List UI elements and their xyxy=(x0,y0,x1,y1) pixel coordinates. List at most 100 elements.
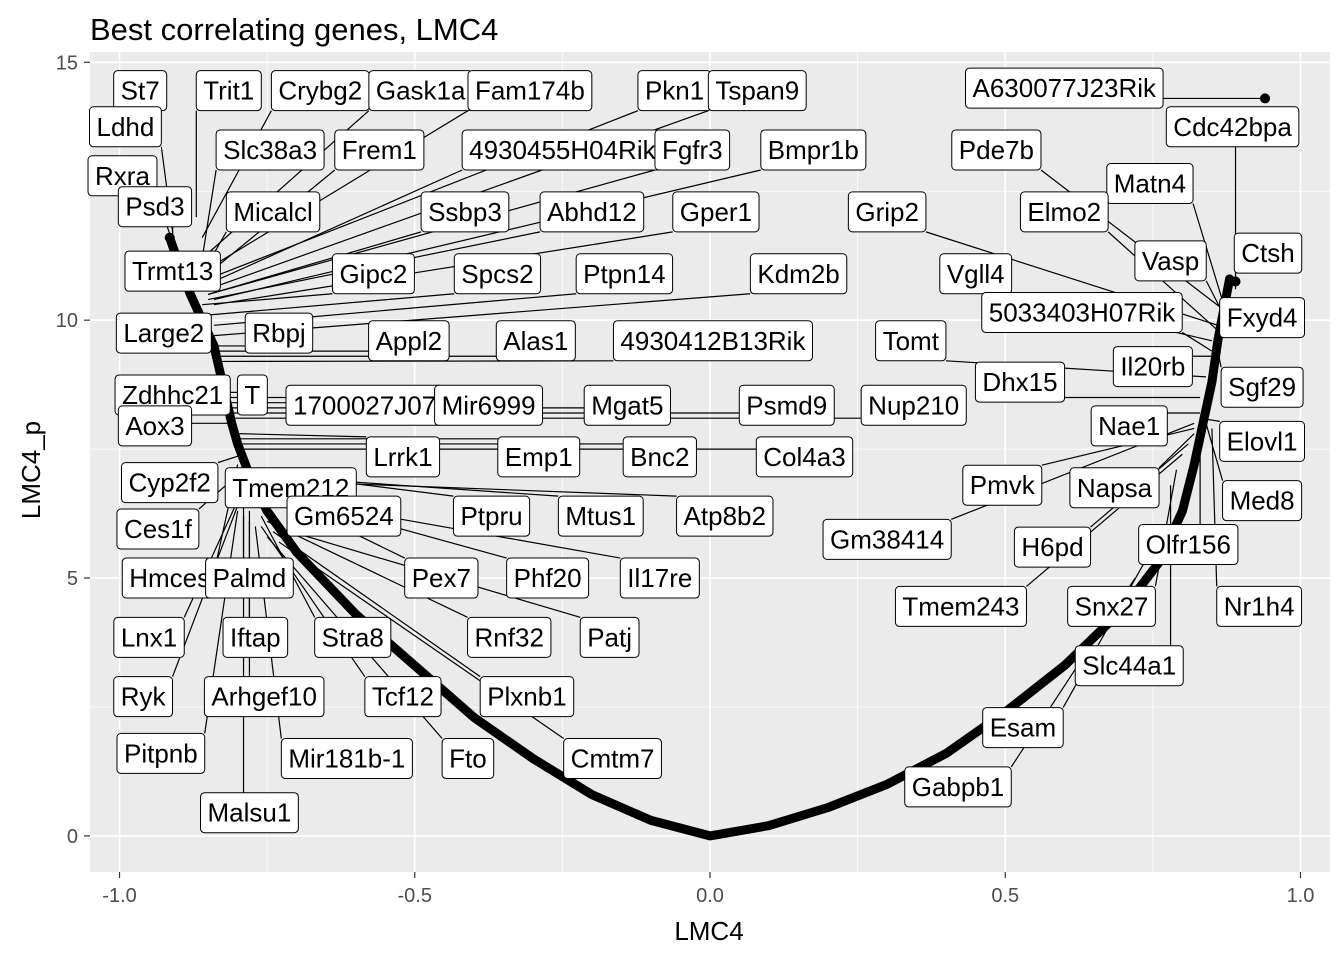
gene-label: Slc38a3 xyxy=(215,129,325,171)
gene-label-box xyxy=(749,253,848,295)
gene-label: Ces1f xyxy=(116,508,200,550)
gene-label-text: 5033403H07Rik xyxy=(989,297,1176,327)
gene-labels: St7 Trit1 Crybg2 Gask1a Fam174b Pkn1 Tspan9 Ldh… xyxy=(87,67,1306,834)
gene-label-text: Gask1a xyxy=(376,76,466,106)
gene-label-text: Patj xyxy=(587,622,632,652)
gene-label-text: Vgll4 xyxy=(947,259,1005,289)
gene-label-text: Matn4 xyxy=(1114,169,1186,199)
y-tick-label: 0 xyxy=(67,826,78,848)
gene-label: H6pd xyxy=(1013,526,1092,568)
gene-label-box xyxy=(563,738,662,780)
gene-label-box xyxy=(707,70,807,112)
gene-label-text: Cmtm7 xyxy=(571,744,655,774)
gene-label: Pitpnb xyxy=(116,732,206,774)
gene-label: Zdhhc21 xyxy=(114,374,231,416)
gene-label-text: Zdhhc21 xyxy=(122,380,223,410)
gene-label-text: 4930412B13Rik xyxy=(620,326,806,356)
gene-label-box xyxy=(1220,366,1304,408)
gene-label: Col4a3 xyxy=(755,436,854,478)
gene-label-text: T xyxy=(244,380,260,410)
label-connector xyxy=(237,433,367,438)
gene-label-box xyxy=(1134,240,1207,282)
gene-label-box xyxy=(860,384,967,426)
gene-label: Trmt13 xyxy=(124,250,221,292)
gene-label-text: Nup210 xyxy=(868,390,959,420)
gene-label: Gper1 xyxy=(672,191,760,233)
gene-label-box xyxy=(479,676,575,718)
gene-label-box xyxy=(981,291,1183,333)
gene-label-text: Fgfr3 xyxy=(662,135,723,165)
gene-label-text: Gper1 xyxy=(680,197,752,227)
gene-label: Napsa xyxy=(1069,467,1160,509)
gene-label-text: Atp8b2 xyxy=(684,501,766,531)
gene-label-text: St7 xyxy=(121,76,160,106)
gene-label: Palmd xyxy=(205,557,294,599)
gene-label: Vgll4 xyxy=(939,253,1013,295)
gene-label: Ptpn14 xyxy=(575,253,674,295)
gene-label-text: Pitpnb xyxy=(124,738,198,768)
gene-label-box xyxy=(619,557,700,599)
gene-label: Arhgef10 xyxy=(203,676,325,718)
gene-label-text: Emp1 xyxy=(505,442,573,472)
gene-label: Snx27 xyxy=(1067,585,1156,627)
gene-label: Mir181b-1 xyxy=(280,738,413,780)
label-connector xyxy=(207,169,463,285)
gene-label-text: Nr1h4 xyxy=(1224,591,1295,621)
gene-label: Pex7 xyxy=(404,557,479,599)
gene-label-text: Abhd12 xyxy=(547,197,637,227)
gene-label: Ryk xyxy=(113,676,174,718)
label-connector xyxy=(201,169,217,259)
gene-label-text: Cyp2f2 xyxy=(129,468,211,498)
x-tick-label: 0.5 xyxy=(991,885,1019,907)
gene-label-text: Fam174b xyxy=(475,76,585,106)
gene-label-box xyxy=(222,616,289,658)
gene-label-text: Large2 xyxy=(123,318,204,348)
gene-label-text: Gm6524 xyxy=(294,501,394,531)
gene-label-text: Mir181b-1 xyxy=(288,744,405,774)
gene-label-box xyxy=(1216,585,1303,627)
gene-label: Gm6524 xyxy=(286,495,402,537)
gene-label-text: Frem1 xyxy=(342,135,417,165)
label-connector xyxy=(1199,417,1220,422)
gene-label-text: Nae1 xyxy=(1098,411,1160,441)
gene-label-box xyxy=(1019,191,1109,233)
gene-label: Bnc2 xyxy=(622,436,697,478)
gene-label-box xyxy=(113,676,174,718)
gene-label-text: Ssbp3 xyxy=(428,197,502,227)
gene-label-box xyxy=(225,191,321,233)
gene-label: Cyp2f2 xyxy=(121,462,219,504)
gene-label-text: Pde7b xyxy=(959,135,1034,165)
gene-label-box xyxy=(368,320,450,362)
axes: -1.0 -0.5 0.0 0.5 1.0 0 5 10 15 xyxy=(56,52,1315,907)
gene-label-text: Mir6999 xyxy=(442,390,536,420)
gene-label-box xyxy=(579,616,640,658)
chart-title: Best correlating genes, LMC4 xyxy=(90,12,498,47)
gene-label-box xyxy=(497,436,581,478)
gene-label-box xyxy=(1219,297,1306,339)
label-connector xyxy=(1205,423,1224,481)
gene-label-box xyxy=(215,129,325,171)
gene-label-text: Psd3 xyxy=(125,192,184,222)
gene-label: Fgfr3 xyxy=(654,129,731,171)
label-connector xyxy=(1041,427,1195,466)
gene-label: Emp1 xyxy=(497,436,581,478)
gene-label-text: Tspan9 xyxy=(715,76,799,106)
gene-label-text: Slc44a1 xyxy=(1082,651,1176,681)
label-connector xyxy=(207,110,469,270)
gene-label-box xyxy=(760,129,867,171)
gene-label: Sgf29 xyxy=(1220,366,1304,408)
gene-label-text: Stra8 xyxy=(322,622,384,652)
label-connector xyxy=(1181,331,1213,352)
gene-label-box xyxy=(1222,480,1303,522)
gene-label: Lnx1 xyxy=(113,616,185,658)
gene-label: Gm38414 xyxy=(822,518,952,560)
gene-label: Psmd9 xyxy=(738,384,835,426)
gene-label-box xyxy=(1069,467,1160,509)
gene-label: Tomt xyxy=(875,320,947,362)
gene-label-text: Il17re xyxy=(627,563,692,593)
gene-label-box xyxy=(404,557,479,599)
x-axis-title: LMC4 xyxy=(674,916,743,946)
gene-label: 4930412B13Rik xyxy=(612,320,813,362)
gene-label: Ptpru xyxy=(452,495,531,537)
gene-label-text: Trit1 xyxy=(203,76,254,106)
